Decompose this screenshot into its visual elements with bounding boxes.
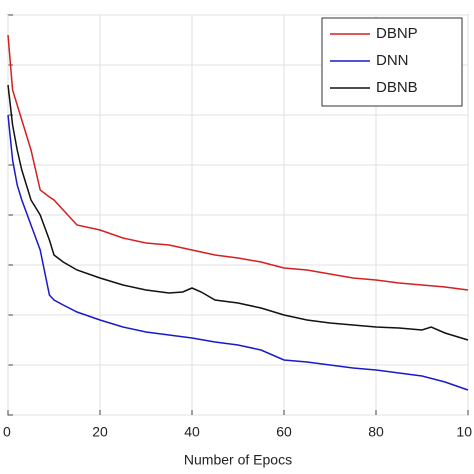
x-tick-label: 60 — [276, 424, 292, 440]
x-tick-label: 20 — [92, 424, 108, 440]
series-line — [7, 84, 469, 341]
x-tick-label: 40 — [184, 424, 200, 440]
x-axis-label: Number of Epocs — [184, 452, 292, 468]
x-tick-label: 10 — [456, 424, 472, 440]
legend-label: DBNB — [376, 79, 418, 96]
legend-label: DNN — [376, 52, 409, 69]
x-tick-label: 80 — [368, 424, 384, 440]
legend-label: DBNP — [376, 25, 418, 42]
series-line — [7, 114, 469, 391]
legend-box — [321, 17, 463, 107]
x-tick-label: 0 — [3, 424, 11, 440]
series-line — [7, 34, 469, 291]
